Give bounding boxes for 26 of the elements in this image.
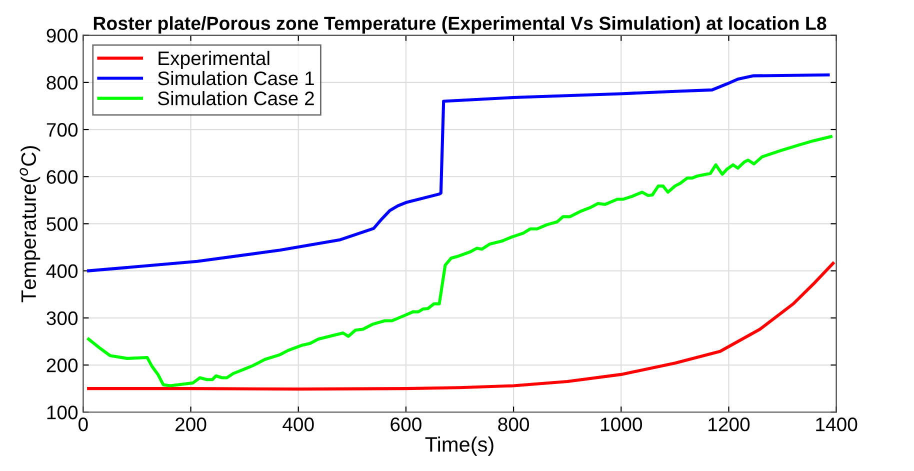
x-tick-label: 600	[390, 418, 422, 432]
x-tick-label: 1000	[600, 418, 642, 432]
x-tick-label: 1400	[816, 418, 858, 432]
y-tick-label: 300	[46, 311, 78, 326]
legend-label: Experimental	[158, 50, 270, 70]
x-axis-title: Time(s)	[425, 436, 494, 456]
legend-label: Simulation Case 2	[158, 91, 314, 106]
x-tick-label: 1200	[708, 418, 750, 432]
x-tick-label: 400	[282, 418, 314, 432]
chart-title: Roster plate/Porous zone Temperature (Experimental Vs Simulation) at location L8	[94, 16, 826, 34]
x-tick-label: 200	[176, 418, 206, 432]
y-tick-label: 600	[46, 170, 78, 184]
line-series	[87, 73, 830, 272]
line-series	[87, 262, 835, 391]
y-tick-label: 400	[46, 264, 78, 278]
line-series	[87, 135, 832, 388]
x-tick-label: 800	[498, 418, 529, 432]
y-tick-label: 800	[46, 76, 78, 90]
y-tick-label: 700	[46, 122, 78, 137]
y-tick-label: 900	[46, 28, 78, 43]
y-tick-label: 100	[47, 406, 78, 420]
y-tick-label: 500	[46, 217, 78, 231]
y-tick-label: 200	[46, 358, 78, 372]
legend-label: Simulation Case 1	[158, 70, 314, 86]
y-axis-title: Temperature($^{o}$C)	[20, 146, 40, 302]
x-tick-label: 0	[78, 418, 88, 432]
